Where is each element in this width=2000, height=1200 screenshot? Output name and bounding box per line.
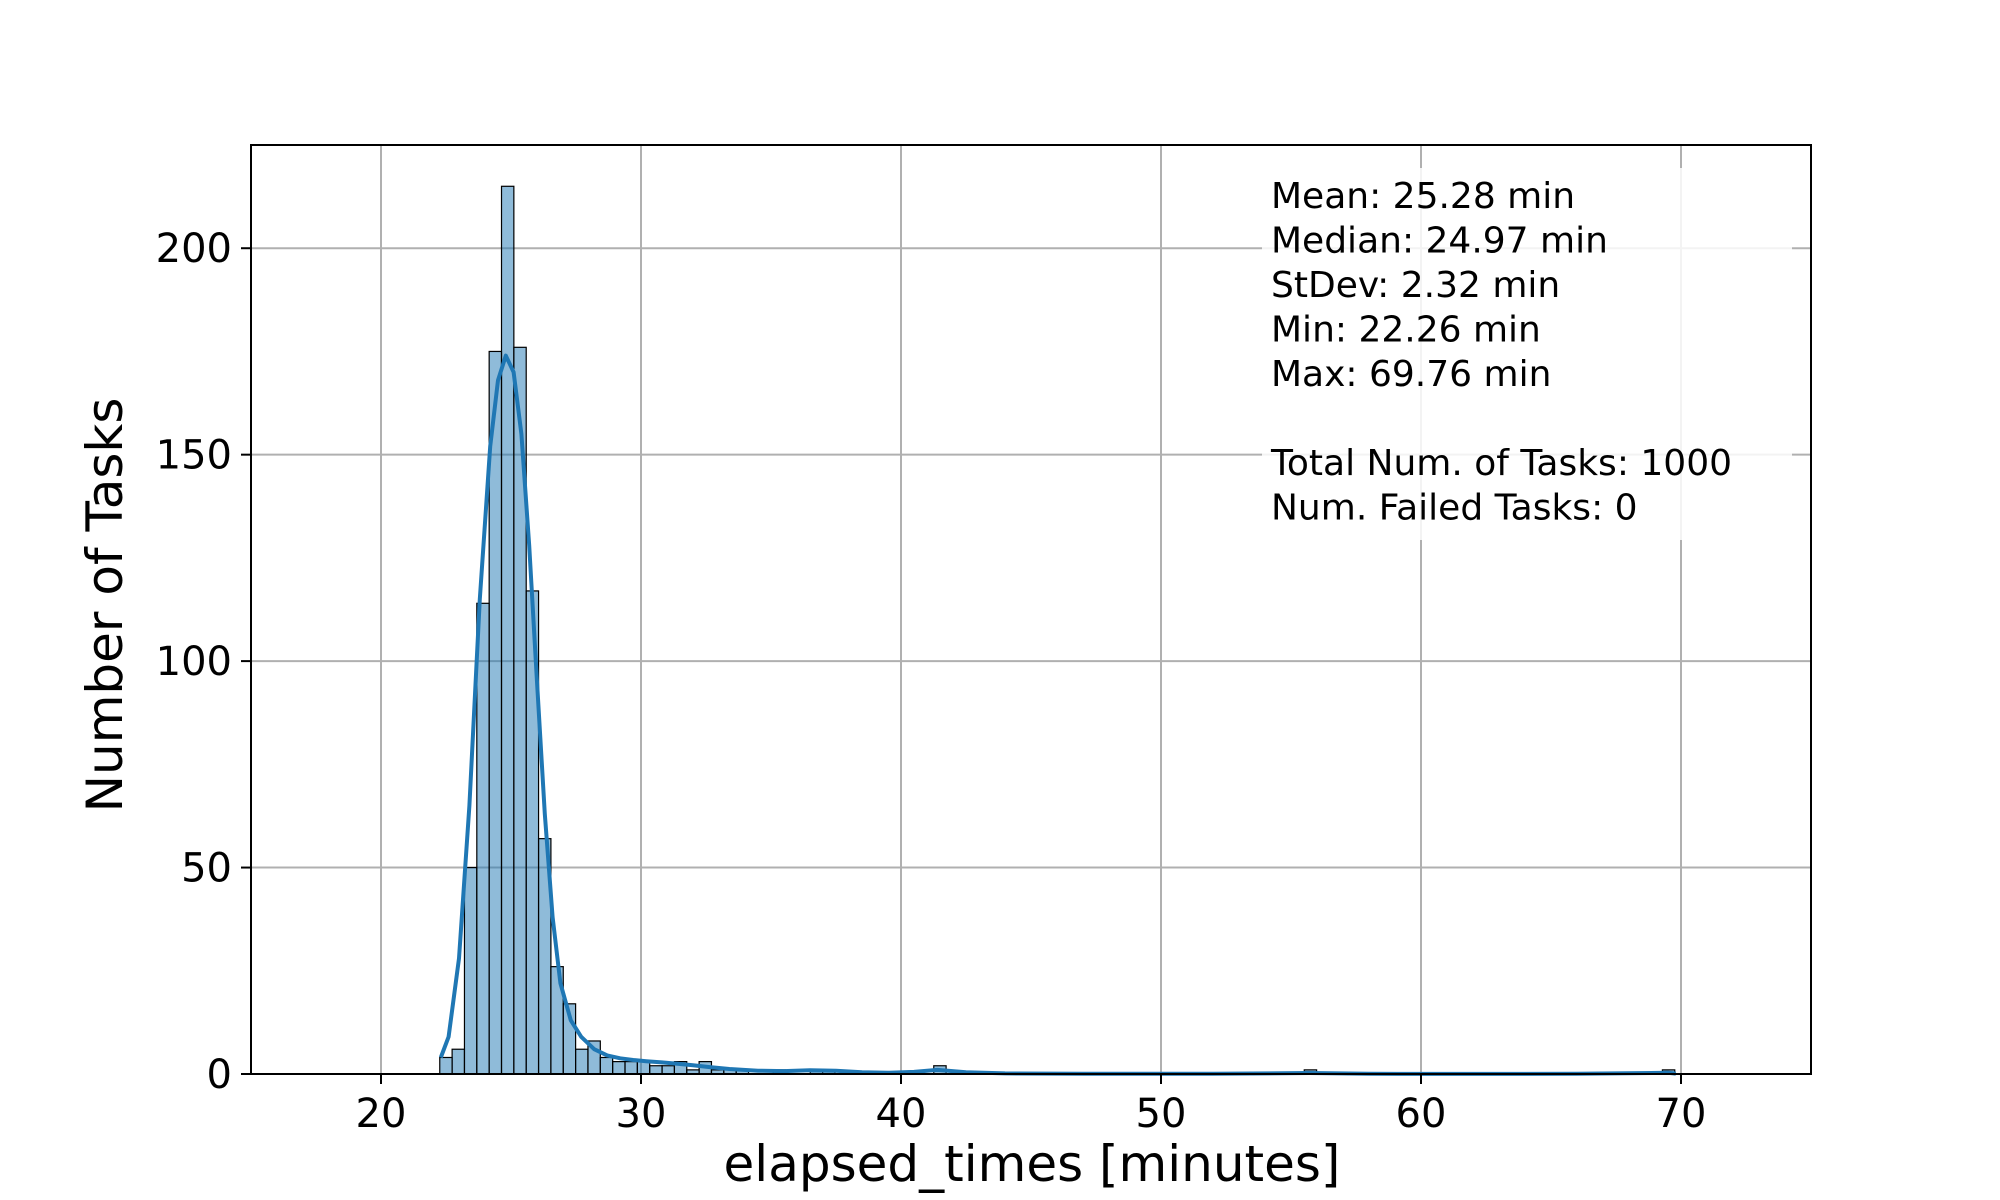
histogram-bar xyxy=(612,1061,626,1075)
y-tick-label: 150 xyxy=(156,433,232,479)
y-tick-label: 0 xyxy=(207,1052,232,1098)
x-tick-label: 60 xyxy=(1396,1091,1447,1137)
x-tick-label: 70 xyxy=(1656,1091,1707,1137)
histogram-bar xyxy=(624,1061,638,1075)
histogram-bar xyxy=(500,185,515,1075)
stats-line: Num. Failed Tasks: 0 xyxy=(1271,488,1638,529)
histogram-bar xyxy=(636,1061,651,1075)
histogram-bar xyxy=(451,1048,466,1075)
histogram-bar xyxy=(476,602,490,1075)
x-tick-label: 40 xyxy=(876,1091,927,1137)
axis-ticks: 20 30 40 50 60 70 0 50 100 150 200 xyxy=(156,226,1707,1137)
x-tick-label: 50 xyxy=(1136,1091,1187,1137)
histogram-bar xyxy=(439,1056,453,1075)
stats-line: StDev: 2.32 min xyxy=(1271,265,1560,306)
histogram-bar xyxy=(575,1048,589,1075)
stats-line: Median: 24.97 min xyxy=(1271,221,1608,262)
histogram-bar xyxy=(463,866,478,1075)
x-tick-label: 20 xyxy=(356,1091,407,1137)
y-tick-label: 200 xyxy=(156,226,232,272)
x-axis-label: elapsed_times [minutes] xyxy=(724,1135,1341,1193)
histogram-bar xyxy=(661,1065,676,1075)
stats-line: Mean: 25.28 min xyxy=(1271,176,1575,217)
stats-line: Min: 22.26 min xyxy=(1271,310,1541,351)
histogram-bar xyxy=(599,1056,614,1075)
stats-box xyxy=(1262,168,1792,540)
x-tick-label: 30 xyxy=(616,1091,667,1137)
y-tick-label: 100 xyxy=(156,639,232,685)
y-axis-label: Number of Tasks xyxy=(76,398,134,813)
stats-line: Max: 69.76 min xyxy=(1271,354,1551,395)
stats-line: Total Num. of Tasks: 1000 xyxy=(1270,443,1732,484)
histogram-bar xyxy=(649,1065,663,1075)
y-tick-label: 50 xyxy=(181,846,232,892)
plot-area-frame xyxy=(250,144,1812,1075)
